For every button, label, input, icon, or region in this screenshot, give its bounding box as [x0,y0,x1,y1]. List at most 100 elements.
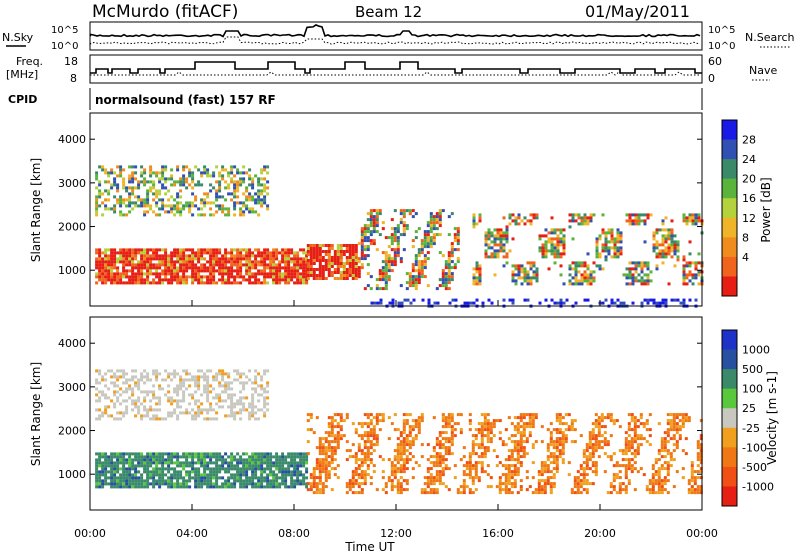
heat-cell [152,254,155,257]
heat-cell [500,249,503,252]
heat-cell [634,422,637,425]
heat-cell [143,177,146,180]
heat-cell [331,431,334,434]
heat-cell [299,479,302,482]
heat-cell [110,272,113,275]
heat-cell [547,443,550,446]
heat-cell [448,233,451,236]
heat-cell [131,260,134,263]
heat-cell [194,381,197,384]
heat-cell [515,273,518,276]
heat-cell [116,269,119,272]
heat-cell [340,244,343,247]
heat-cell [233,207,236,210]
heat-cell [239,417,242,420]
colorbar-tick-label: 4 [742,251,749,264]
heat-cell [134,470,137,473]
heat-cell [125,411,128,414]
heat-cell [367,413,370,416]
heat-cell [224,399,227,402]
heat-cell [599,252,602,255]
heat-cell [143,210,146,213]
heat-cell [584,270,587,273]
heat-cell [337,277,340,280]
heat-cell [593,261,596,264]
heat-cell [671,228,674,231]
ytick-label: 1000 [58,468,86,481]
heat-cell [254,464,257,467]
heat-cell [116,479,119,482]
heat-cell [494,252,497,255]
heat-cell [520,419,523,422]
heat-cell [553,458,556,461]
heat-cell [134,369,137,372]
heat-cell [173,204,176,207]
heat-cell [616,476,619,479]
heat-cell [509,249,512,252]
heat-cell [167,210,170,213]
heat-cell [557,302,560,305]
heat-cell [328,422,331,425]
heat-cell [185,263,188,266]
heat-cell [691,473,694,476]
heat-cell [158,470,161,473]
heat-cell [179,455,182,458]
heat-cell [361,491,364,494]
heat-cell [451,278,454,281]
heat-cell [698,273,701,276]
heat-cell [541,485,544,488]
heat-cell [451,413,454,416]
heat-cell [110,452,113,455]
heat-cell [245,263,248,266]
heat-cell [248,210,251,213]
heat-cell [128,195,131,198]
heat-cell [125,254,128,257]
heat-cell [227,266,230,269]
heat-cell [611,228,614,231]
heat-cell [116,417,119,420]
heat-cell [473,213,476,216]
heat-cell [442,446,445,449]
heat-cell [631,464,634,467]
heat-cell [664,488,667,491]
heat-cell [394,476,397,479]
heat-cell [290,470,293,473]
heat-cell [530,222,533,225]
heat-cell [299,278,302,281]
heat-cell [173,467,176,470]
heat-cell [367,248,370,251]
heat-cell [242,210,245,213]
heat-cell [430,482,433,485]
heat-cell [517,425,520,428]
heat-cell [113,464,116,467]
heat-cell [514,473,517,476]
heat-cell [307,482,310,485]
heat-cell [200,269,203,272]
heat-cell [200,183,203,186]
heat-cell [251,186,254,189]
heat-cell [694,470,697,473]
heat-cell [409,284,412,287]
heat-cell [164,473,167,476]
heat-cell [361,263,364,266]
heat-cell [683,219,686,222]
heat-cell [170,455,173,458]
heat-cell [257,201,260,204]
heat-cell [490,485,493,488]
heat-cell [412,476,415,479]
heat-cell [104,263,107,266]
heat-cell [119,278,122,281]
heat-cell [290,275,293,278]
heat-cell [667,491,670,494]
heat-cell [532,491,535,494]
heat-cell [239,260,242,263]
heat-cell [668,243,671,246]
heat-cell [140,266,143,269]
heat-cell [557,237,560,240]
heat-cell [334,419,337,422]
heat-cell [131,390,134,393]
heat-cell [674,249,677,252]
heat-cell [616,461,619,464]
heat-cell [427,467,430,470]
heat-cell [527,270,530,273]
